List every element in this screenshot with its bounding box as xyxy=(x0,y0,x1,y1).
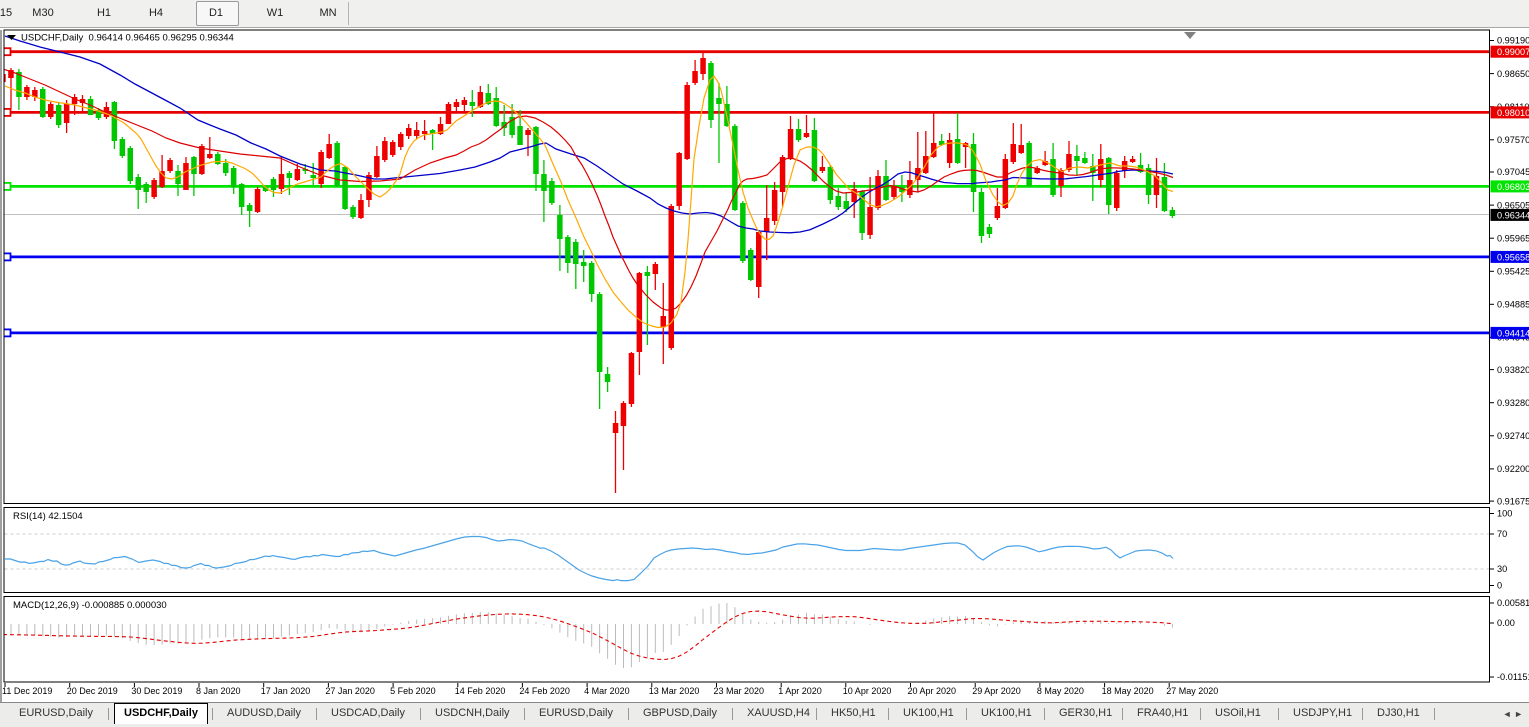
svg-text:8 May 2020: 8 May 2020 xyxy=(1037,686,1084,696)
svg-text:0.96505: 0.96505 xyxy=(1497,200,1529,210)
svg-text:0.95425: 0.95425 xyxy=(1497,267,1529,277)
svg-text:RSI(14) 42.1504: RSI(14) 42.1504 xyxy=(13,511,83,522)
svg-text:MACD(12,26,9) -0.000885 0.0000: MACD(12,26,9) -0.000885 0.000030 xyxy=(13,600,167,611)
svg-text:20 Apr 2020: 20 Apr 2020 xyxy=(908,686,957,696)
svg-text:0: 0 xyxy=(1497,581,1502,591)
svg-text:0.98010: 0.98010 xyxy=(1497,108,1529,118)
svg-text:100: 100 xyxy=(1497,509,1512,519)
svg-text:0.92740: 0.92740 xyxy=(1497,431,1529,441)
svg-text:8 Jan 2020: 8 Jan 2020 xyxy=(196,686,241,696)
svg-text:0.95658: 0.95658 xyxy=(1497,252,1529,262)
svg-text:0.00: 0.00 xyxy=(1497,618,1515,628)
svg-text:0.97570: 0.97570 xyxy=(1497,135,1529,145)
svg-text:13 Mar 2020: 13 Mar 2020 xyxy=(649,686,700,696)
svg-text:27 May 2020: 27 May 2020 xyxy=(1166,686,1218,696)
svg-text:0.95965: 0.95965 xyxy=(1497,233,1529,243)
svg-text:20 Dec 2019: 20 Dec 2019 xyxy=(67,686,118,696)
svg-text:0.97045: 0.97045 xyxy=(1497,167,1529,177)
svg-text:0.93820: 0.93820 xyxy=(1497,365,1529,375)
svg-text:30 Dec 2019: 30 Dec 2019 xyxy=(131,686,182,696)
svg-text:27 Jan 2020: 27 Jan 2020 xyxy=(325,686,375,696)
svg-text:0.99190: 0.99190 xyxy=(1497,36,1529,46)
svg-text:0.93280: 0.93280 xyxy=(1497,398,1529,408)
svg-text:0.92200: 0.92200 xyxy=(1497,464,1529,474)
svg-text:4 Mar 2020: 4 Mar 2020 xyxy=(584,686,630,696)
svg-text:30: 30 xyxy=(1497,564,1507,574)
svg-text:USDCHF,Daily 0.96414 0.96465: USDCHF,Daily 0.96414 0.96465 0.96295 0.9… xyxy=(21,33,234,44)
svg-text:1 Apr 2020: 1 Apr 2020 xyxy=(778,686,822,696)
svg-text:0.96803: 0.96803 xyxy=(1497,182,1529,192)
svg-text:29 Apr 2020: 29 Apr 2020 xyxy=(972,686,1021,696)
svg-text:23 Mar 2020: 23 Mar 2020 xyxy=(714,686,765,696)
svg-text:10 Apr 2020: 10 Apr 2020 xyxy=(843,686,892,696)
svg-text:0.94414: 0.94414 xyxy=(1497,328,1529,338)
svg-text:0.96344: 0.96344 xyxy=(1497,210,1529,220)
svg-text:0.98650: 0.98650 xyxy=(1497,69,1529,79)
svg-text:11 Dec 2019: 11 Dec 2019 xyxy=(2,686,52,696)
svg-text:24 Feb 2020: 24 Feb 2020 xyxy=(519,686,570,696)
svg-text:70: 70 xyxy=(1497,529,1507,539)
svg-text:17 Jan 2020: 17 Jan 2020 xyxy=(261,686,311,696)
svg-text:0.94885: 0.94885 xyxy=(1497,300,1529,310)
svg-text:0.005818: 0.005818 xyxy=(1497,598,1529,608)
svg-text:5 Feb 2020: 5 Feb 2020 xyxy=(390,686,436,696)
svg-text:14 Feb 2020: 14 Feb 2020 xyxy=(455,686,506,696)
svg-text:-0.011512: -0.011512 xyxy=(1497,672,1529,682)
svg-text:0.91675: 0.91675 xyxy=(1497,496,1529,506)
svg-text:0.99007: 0.99007 xyxy=(1497,47,1529,57)
svg-text:18 May 2020: 18 May 2020 xyxy=(1102,686,1154,696)
